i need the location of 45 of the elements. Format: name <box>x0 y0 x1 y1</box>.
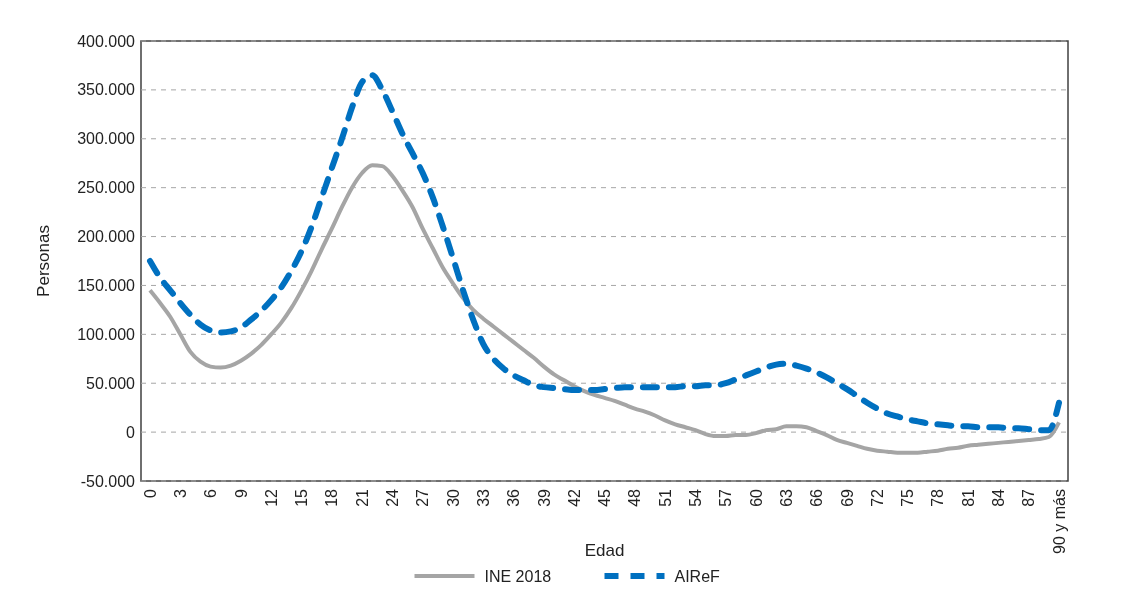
x-tick-label: 54 <box>687 488 704 507</box>
y-axis-title: Personas <box>34 225 53 297</box>
x-tick-label: 21 <box>353 488 371 507</box>
y-tick-label: 100.000 <box>77 325 136 343</box>
x-tick-label: 36 <box>505 488 523 507</box>
x-tick-label: 75 <box>899 488 917 507</box>
y-tick-label: 400.000 <box>77 32 136 50</box>
x-tick-label: 0 <box>141 488 159 498</box>
x-tick-label: 81 <box>959 488 977 507</box>
y-tick-label: -50.000 <box>80 472 136 490</box>
x-tick-label: 39 <box>535 488 553 507</box>
x-tick-label: 45 <box>596 488 614 507</box>
x-tick-label: 15 <box>293 488 311 507</box>
x-tick-label: 6 <box>202 488 220 498</box>
y-tick-label: 300.000 <box>77 130 136 148</box>
x-tick-label: 66 <box>808 488 826 507</box>
x-tick-label: 84 <box>990 488 1007 507</box>
x-tick-label: 60 <box>747 488 765 507</box>
x-tick-label: 51 <box>656 488 674 507</box>
x-tick-label: 12 <box>262 488 280 507</box>
x-tick-label: 90 y más <box>1050 489 1068 554</box>
x-tick-label: 33 <box>474 488 492 507</box>
x-tick-label: 48 <box>626 488 644 507</box>
x-axis-title: Edad <box>584 541 625 560</box>
y-tick-label: 250.000 <box>77 179 136 197</box>
x-tick-label: 63 <box>777 488 795 507</box>
x-tick-label: 57 <box>717 488 735 507</box>
x-tick-label: 30 <box>444 488 462 507</box>
x-tick-label: 24 <box>384 488 401 507</box>
y-tick-label: 200.000 <box>77 228 136 246</box>
legend-label: AIReF <box>674 567 721 585</box>
x-tick-label: 72 <box>868 488 886 507</box>
x-tick-label: 87 <box>1020 488 1038 507</box>
x-tick-label: 9 <box>232 488 250 498</box>
x-tick-label: 78 <box>929 488 947 507</box>
x-tick-label: 42 <box>565 488 583 507</box>
x-tick-label: 18 <box>323 488 341 507</box>
y-tick-label: 150.000 <box>77 277 136 295</box>
x-tick-label: 69 <box>838 488 856 507</box>
x-tick-label: 3 <box>171 488 189 498</box>
y-tick-label: 50.000 <box>86 374 136 392</box>
y-tick-label: 0 <box>126 423 136 441</box>
x-tick-label: 27 <box>414 488 432 507</box>
legend-label: INE 2018 <box>484 567 552 585</box>
y-tick-label: 350.000 <box>77 81 136 99</box>
